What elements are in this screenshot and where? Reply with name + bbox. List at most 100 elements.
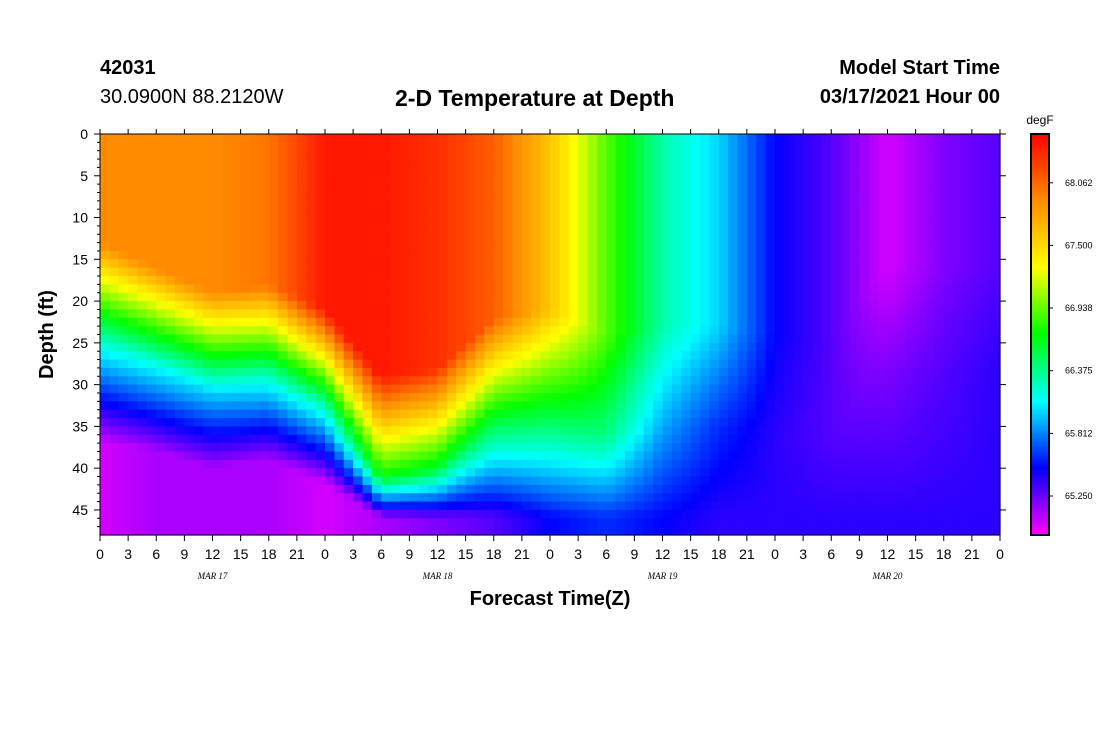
heatmap-cell [334, 150, 345, 160]
heatmap-cell [925, 418, 935, 427]
heatmap-cell [615, 309, 626, 319]
heatmap-cell [615, 476, 626, 486]
heatmap-cell [850, 292, 860, 302]
heatmap-cell [409, 326, 420, 336]
heatmap-cell [671, 493, 682, 503]
heatmap-cell [578, 392, 589, 402]
heatmap-cell [390, 192, 401, 202]
heatmap-cell [446, 250, 457, 260]
heatmap-cell [287, 175, 298, 185]
heatmap-cell [690, 351, 701, 361]
heatmap-cell [568, 518, 579, 528]
heatmap-cell [409, 159, 420, 169]
heatmap-cell [465, 409, 476, 419]
heatmap-cell [578, 451, 589, 461]
heatmap-cell [850, 142, 860, 152]
heatmap-cell [831, 418, 842, 427]
colorbar-tick-label: 67.500 [1065, 240, 1093, 250]
heatmap-cell [287, 150, 298, 160]
heatmap-cell [278, 184, 289, 194]
heatmap-cell [568, 493, 579, 503]
heatmap-cell [146, 359, 157, 369]
heatmap-cell [943, 301, 954, 311]
heatmap-cell [728, 317, 739, 327]
heatmap-cell [559, 326, 570, 336]
heatmap-cell [868, 484, 879, 494]
heatmap-cell [456, 259, 467, 269]
heatmap-cell [400, 142, 410, 152]
heatmap-cell [690, 242, 701, 252]
station-location: 30.0900N 88.2120W [100, 86, 284, 108]
heatmap-cell [203, 259, 214, 269]
heatmap-cell [868, 209, 879, 219]
heatmap-cell [146, 367, 157, 377]
heatmap-cell [925, 192, 935, 202]
heatmap-cell [231, 209, 242, 219]
heatmap-cell [503, 200, 514, 210]
heatmap-cell [915, 342, 926, 352]
heatmap-cell [203, 184, 214, 194]
heatmap-cell [578, 367, 589, 377]
heatmap-cell [165, 451, 176, 461]
heatmap-cell [484, 250, 495, 260]
heatmap-cell [850, 426, 860, 436]
heatmap-cell [784, 276, 795, 285]
heatmap-cell [315, 476, 326, 486]
heatmap-cell [840, 476, 851, 486]
heatmap-cell [718, 342, 729, 352]
heatmap-cell [578, 409, 589, 419]
heatmap-cell [578, 134, 589, 143]
heatmap-cell [446, 326, 457, 336]
heatmap-cell [184, 359, 195, 369]
heatmap-cell [709, 250, 720, 260]
heatmap-cell [128, 409, 139, 419]
heatmap-cell [353, 376, 364, 386]
heatmap-cell [906, 476, 917, 486]
heatmap-cell [634, 443, 645, 453]
heatmap-cell [409, 242, 420, 252]
heatmap-cell [634, 484, 645, 494]
heatmap-cell [193, 351, 204, 361]
heatmap-cell [484, 217, 495, 227]
heatmap-cell [512, 401, 523, 411]
heatmap-cell [681, 334, 692, 344]
heatmap-cell [465, 509, 476, 519]
heatmap-cell [428, 267, 439, 277]
heatmap-cell [784, 376, 795, 386]
heatmap-cell [531, 142, 542, 152]
heatmap-cell [709, 150, 720, 160]
heatmap-cell [662, 518, 673, 528]
heatmap-cell [756, 484, 767, 494]
heatmap-cell [643, 134, 654, 143]
heatmap-cell [428, 175, 439, 185]
heatmap-cell [203, 526, 214, 536]
heatmap-cell [859, 217, 870, 227]
x-tick-label: 0 [771, 546, 779, 562]
heatmap-cell [878, 334, 889, 344]
heatmap-cell [878, 292, 889, 302]
heatmap-cell [381, 401, 392, 411]
heatmap-cell [156, 209, 167, 219]
heatmap-cell [325, 184, 335, 194]
heatmap-cell [812, 301, 823, 311]
heatmap-cell [296, 259, 307, 269]
heatmap-cell [437, 267, 448, 277]
heatmap-cell [962, 184, 973, 194]
heatmap-cell [634, 376, 645, 386]
x-axis-title: Forecast Time(Z) [470, 588, 631, 610]
heatmap-cell [203, 142, 214, 152]
x-tick-label: 0 [321, 546, 329, 562]
heatmap-cell [906, 443, 917, 453]
heatmap-cell [240, 334, 251, 344]
heatmap-cell [475, 184, 485, 194]
heatmap-cell [493, 309, 504, 319]
heatmap-cell [568, 184, 579, 194]
heatmap-cell [971, 192, 982, 202]
heatmap-cell [868, 259, 879, 269]
heatmap-cell [887, 384, 898, 394]
heatmap-cell [503, 376, 514, 386]
heatmap-cell [671, 526, 682, 536]
heatmap-cell [812, 392, 823, 402]
heatmap-cell [606, 192, 617, 202]
heatmap-cell [137, 225, 148, 235]
